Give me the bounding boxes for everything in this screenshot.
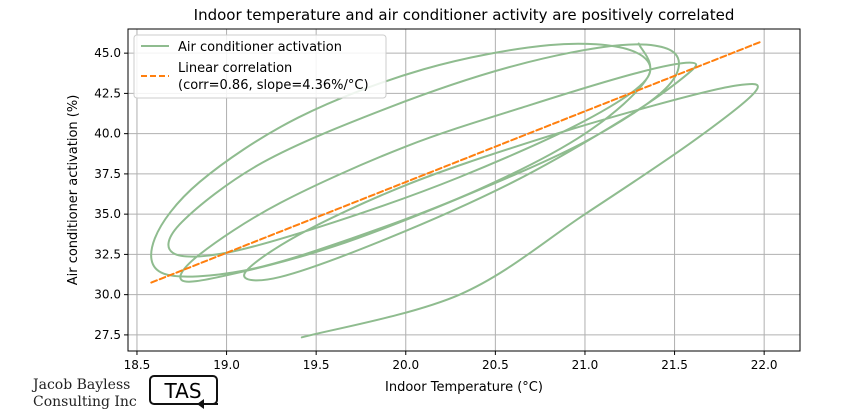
y-tick-label: 40.0 xyxy=(94,127,121,141)
x-tick-label: 21.5 xyxy=(661,358,688,372)
x-tick-label: 20.0 xyxy=(392,358,419,372)
logo-mark-box xyxy=(149,375,218,405)
legend-box xyxy=(133,34,387,99)
x-tick-label: 19.5 xyxy=(303,358,330,372)
series-line-linear-fit xyxy=(150,40,762,284)
x-tick-label: 18.5 xyxy=(124,358,151,372)
y-tick-label: 27.5 xyxy=(94,328,121,342)
y-axis-label: Air conditioner activation (%) xyxy=(66,95,81,286)
x-ticks: 18.5 19.0 19.5 20.0 20.5 21.0 21.5 22.0 xyxy=(124,351,778,372)
y-tick-label: 32.5 xyxy=(94,247,121,261)
y-tick-label: 30.0 xyxy=(94,288,121,302)
company-logo: Jacob Bayless Consulting Inc TAS xyxy=(31,375,218,410)
legend: Air conditioner activation Linear correl… xyxy=(133,34,387,99)
x-tick-label: 22.0 xyxy=(751,358,778,372)
x-axis-label: Indoor Temperature (°C) xyxy=(385,380,543,395)
legend-label-activation: Air conditioner activation xyxy=(178,40,342,55)
y-tick-label: 42.5 xyxy=(94,86,121,100)
y-tick-label: 37.5 xyxy=(94,167,121,181)
logo-arrowhead-icon xyxy=(197,399,204,409)
x-tick-label: 20.5 xyxy=(482,358,509,372)
grid xyxy=(128,29,800,351)
y-tick-label: 45.0 xyxy=(94,46,121,60)
series-line-activation xyxy=(150,42,759,339)
plot-frame xyxy=(127,28,801,352)
y-ticks: 27.5 30.0 32.5 35.0 37.5 40.0 42.5 45.0 xyxy=(94,46,128,342)
y-tick-label: 35.0 xyxy=(94,207,121,221)
legend-label-linear-line2: (corr=0.86, slope=4.36%/°C) xyxy=(178,78,369,93)
logo-mark-text: TAS xyxy=(163,379,201,403)
logo-company-line2: Consulting Inc xyxy=(33,394,137,410)
x-tick-label: 19.0 xyxy=(213,358,240,372)
chart-title: Indoor temperature and air conditioner a… xyxy=(194,6,735,24)
logo-company-line1: Jacob Bayless xyxy=(31,377,130,393)
legend-label-linear-line1: Linear correlation xyxy=(178,61,292,76)
series-layer xyxy=(150,40,762,339)
x-tick-label: 21.0 xyxy=(572,358,599,372)
